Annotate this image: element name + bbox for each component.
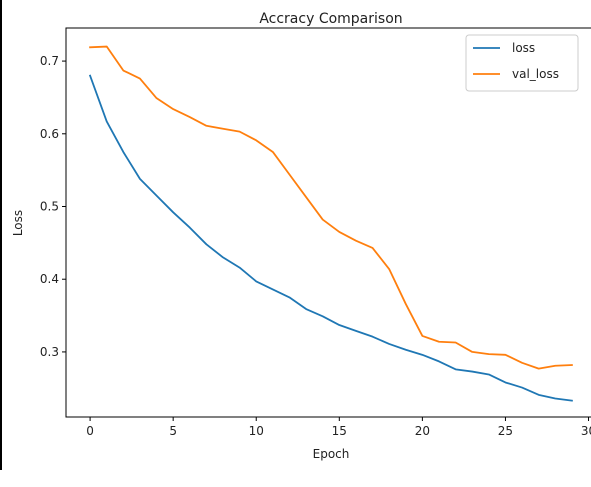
x-tick-label: 20 (415, 424, 430, 438)
legend-label-val-loss: val_loss (512, 67, 559, 81)
y-tick-label: 0.4 (40, 272, 59, 286)
chart-title: Accracy Comparison (259, 11, 402, 27)
x-tick-label: 5 (169, 424, 177, 438)
y-axis-label: Loss (11, 210, 25, 236)
y-tick-label: 0.7 (40, 54, 59, 68)
y-axis-ticks: 0.3 0.4 0.5 0.6 0.7 (40, 54, 66, 359)
legend: loss val_loss (465, 34, 579, 92)
y-tick-label: 0.3 (40, 345, 59, 359)
y-tick-label: 0.5 (40, 200, 59, 214)
legend-box (465, 34, 579, 92)
x-axis-ticks: 0 5 10 15 20 25 30 (86, 417, 591, 438)
x-axis-label: Epoch (313, 447, 350, 461)
x-tick-label: 25 (498, 424, 513, 438)
y-tick-label: 0.6 (40, 127, 59, 141)
left-border (0, 0, 2, 470)
x-tick-label: 10 (249, 424, 264, 438)
x-tick-label: 0 (86, 424, 94, 438)
x-tick-label: 15 (332, 424, 347, 438)
x-tick-label: 30 (581, 424, 591, 438)
plot-lines (88, 45, 573, 402)
series-line-loss (88, 74, 573, 402)
series-line-val-loss (89, 45, 573, 370)
plot-frame (65, 27, 591, 418)
legend-label-loss: loss (512, 41, 535, 55)
